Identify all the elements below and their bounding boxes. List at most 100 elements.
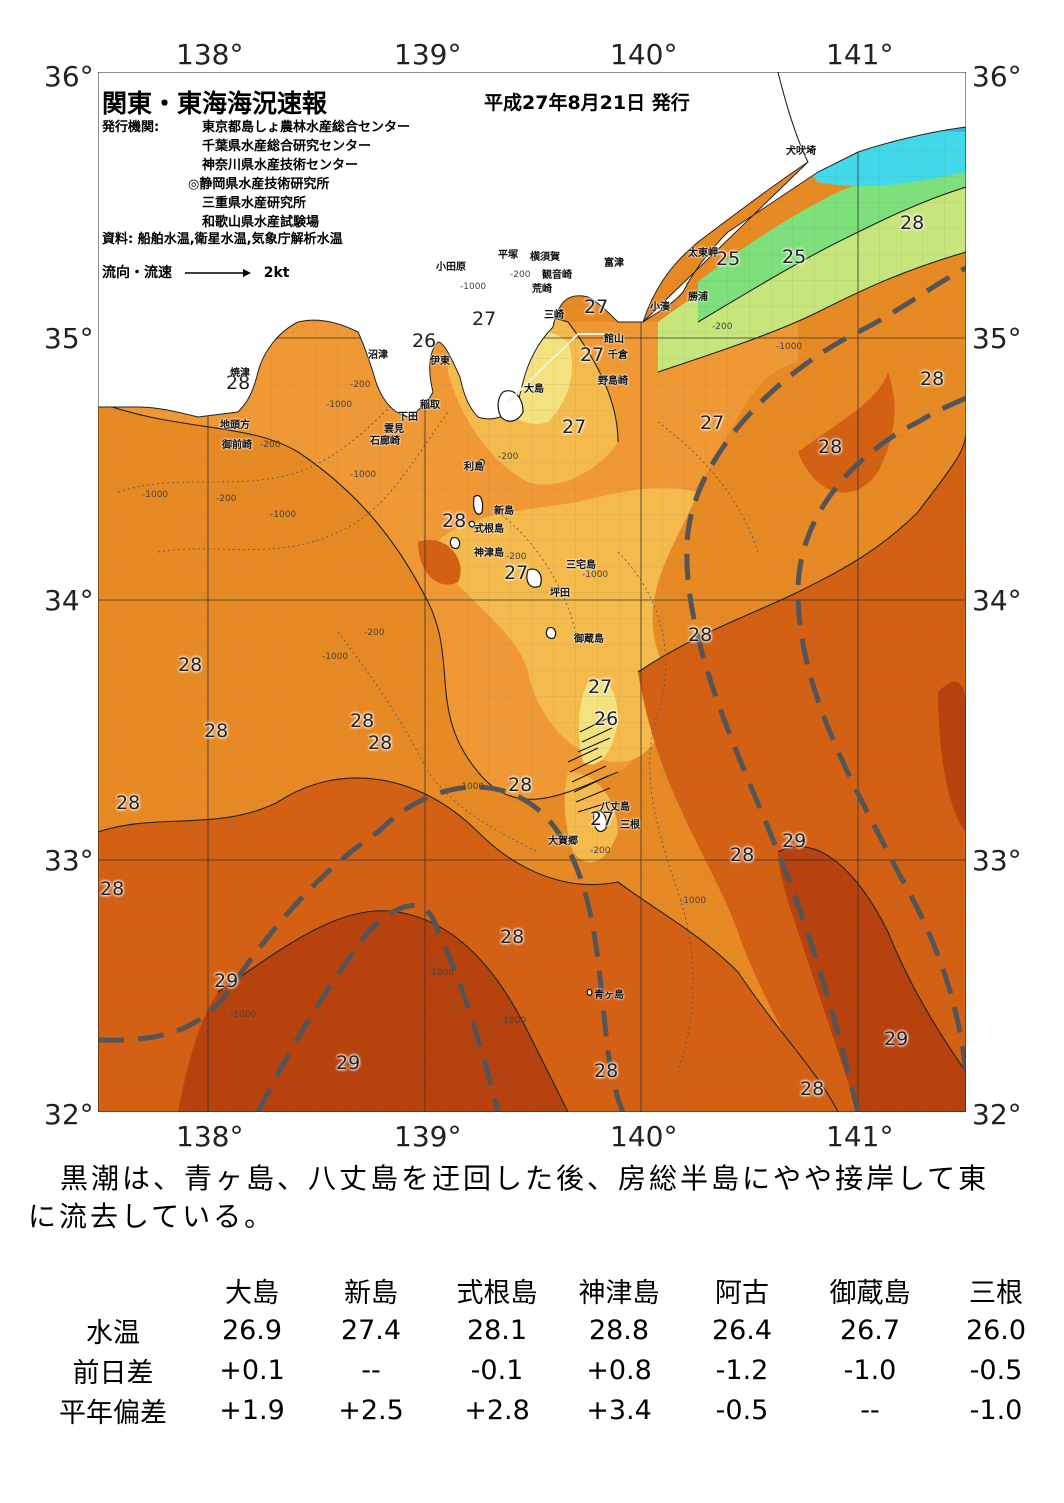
depth-label: -200 xyxy=(506,552,527,562)
publisher-1: 東京都島しょ農林水産総合センター xyxy=(202,120,411,135)
publisher-4: ◎静岡県水産技術研究所 xyxy=(188,177,330,192)
table-cell: +2.5 xyxy=(338,1394,404,1426)
place-label: 御蔵島 xyxy=(574,634,604,645)
issue-date: 平成27年8月21日 発行 xyxy=(484,92,690,114)
sea-temperature-map xyxy=(98,72,966,1112)
row-label: 前日差 xyxy=(72,1357,154,1389)
place-label: 神津島 xyxy=(474,548,504,559)
table-cell: -0.1 xyxy=(470,1354,524,1386)
publisher-3: 神奈川県水産技術センター xyxy=(202,158,359,173)
lat-label-36-right: 36° xyxy=(972,60,1022,93)
place-label: 雲見 xyxy=(384,424,404,435)
table-cell: 26.9 xyxy=(221,1314,283,1346)
place-label: 犬吠埼 xyxy=(786,146,816,157)
place-label: 稲取 xyxy=(420,400,440,411)
table-cell: -- xyxy=(361,1354,381,1386)
place-label: 大賀郷 xyxy=(548,836,578,847)
publisher-label: 発行機関: xyxy=(102,120,160,135)
isotherm-label: 28 xyxy=(204,720,229,742)
table-cell: +0.1 xyxy=(219,1354,285,1386)
place-label: 平塚 xyxy=(498,250,518,261)
table-header-cell: 神津島 xyxy=(578,1277,660,1309)
table-cell: -1.2 xyxy=(715,1354,769,1386)
publisher-list: 東京都島しょ農林水産総合センター 千葉県水産総合研究センター 神奈川県水産技術セ… xyxy=(188,118,410,232)
lat-label-35-right: 35° xyxy=(972,322,1022,355)
row-label: 水温 xyxy=(86,1317,140,1349)
isotherm-label: 28 xyxy=(226,372,251,394)
place-label: 八丈島 xyxy=(600,802,630,813)
isotherm-label: 27 xyxy=(584,296,609,318)
depth-label: -1000 xyxy=(428,968,455,978)
map-title: 関東・東海海況速報 xyxy=(102,89,328,118)
place-label: 野島崎 xyxy=(598,376,628,387)
table-cell: 28.8 xyxy=(588,1314,650,1346)
isotherm-label: 28 xyxy=(688,624,713,646)
depth-label: -200 xyxy=(510,270,531,280)
table-cell: -0.5 xyxy=(715,1394,769,1426)
isotherm-label: 28 xyxy=(594,1060,619,1082)
isotherm-label: 27 xyxy=(700,412,725,434)
island-miyakejima xyxy=(526,568,542,588)
lon-label-138-bottom: 138° xyxy=(176,1120,244,1153)
table-cell: 26.7 xyxy=(839,1314,901,1346)
table-cell: -- xyxy=(860,1394,880,1426)
table-header-cell: 式根島 xyxy=(456,1277,538,1309)
isotherm-label: 27 xyxy=(588,676,613,698)
flow-legend-label: 流向・流速 xyxy=(102,265,172,281)
isotherm-label: 27 xyxy=(472,308,497,330)
lat-label-35: 35° xyxy=(44,322,94,355)
table-cell: +0.8 xyxy=(586,1354,652,1386)
table-cell: +1.9 xyxy=(219,1394,285,1426)
place-label: 勝浦 xyxy=(688,292,708,303)
place-label: 下田 xyxy=(398,412,418,423)
lat-label-36: 36° xyxy=(44,60,94,93)
isotherm-label: 28 xyxy=(800,1078,825,1100)
lon-label-141-bottom: 141° xyxy=(826,1120,894,1153)
isotherm-label: 28 xyxy=(442,510,467,532)
isotherm-label: 29 xyxy=(214,970,239,992)
place-label: 坪田 xyxy=(550,588,570,599)
summary-body: 黒潮は、青ヶ島、八丈島を迂回した後、房総半島にやや接岸して東に流去している。 xyxy=(28,1162,990,1233)
place-label: 地頭方 xyxy=(220,420,250,431)
observation-table: 大島 新島 式根島 神津島 阿古 御蔵島 三根 水温 26.9 27.4 28.… xyxy=(28,1270,1056,1430)
publisher-2: 千葉県水産総合研究センター xyxy=(202,139,372,154)
depth-label: -200 xyxy=(498,452,519,462)
place-label: 沼津 xyxy=(368,350,388,361)
place-label: 利島 xyxy=(464,462,484,473)
depth-label: -200 xyxy=(712,322,733,332)
isotherm-label: 25 xyxy=(782,246,807,268)
place-label: 三宅島 xyxy=(566,560,596,571)
depth-label: -1000 xyxy=(500,1016,527,1026)
depth-label: -200 xyxy=(216,494,237,504)
place-label: 太東岬 xyxy=(688,248,718,259)
lon-label-139: 139° xyxy=(394,38,462,71)
row-label: 平年偏差 xyxy=(59,1397,167,1429)
depth-label: -1000 xyxy=(142,490,169,500)
table-cell: 28.1 xyxy=(466,1314,528,1346)
place-label: 三崎 xyxy=(544,310,564,321)
data-source: 資料: 船舶水温,衛星水温,気象庁解析水温 xyxy=(102,232,343,247)
table-header-cell: 新島 xyxy=(344,1277,398,1309)
place-label: 小田原 xyxy=(436,262,466,273)
isotherm-label: 28 xyxy=(920,368,945,390)
depth-label: -1000 xyxy=(326,400,353,410)
isotherm-lines xyxy=(98,186,966,1112)
isotherm-label: 26 xyxy=(412,330,437,352)
lat-label-33: 33° xyxy=(44,844,94,877)
table-header-cell: 大島 xyxy=(225,1277,279,1309)
depth-label: -200 xyxy=(350,380,371,390)
place-label: 館山 xyxy=(604,334,624,345)
isotherm-label: 27 xyxy=(504,562,529,584)
isotherm-label: 28 xyxy=(818,436,843,458)
place-label: 式根島 xyxy=(474,524,504,535)
island-mikurajima xyxy=(545,627,557,639)
isotherm-label: 28 xyxy=(178,654,203,676)
table-row: 平年偏差 +1.9 +2.5 +2.8 +3.4 -0.5 -- -1.0 xyxy=(28,1390,1056,1430)
isotherm-label: 28 xyxy=(368,732,393,754)
isotherm-label: 26 xyxy=(594,708,619,730)
place-label: 青ヶ島 xyxy=(594,990,624,1001)
place-label: 焼津 xyxy=(230,368,250,379)
table-header-cell: 三根 xyxy=(969,1277,1023,1309)
table-row: 水温 26.9 27.4 28.1 28.8 26.4 26.7 26.0 xyxy=(28,1310,1056,1350)
depth-label: -1000 xyxy=(680,896,707,906)
